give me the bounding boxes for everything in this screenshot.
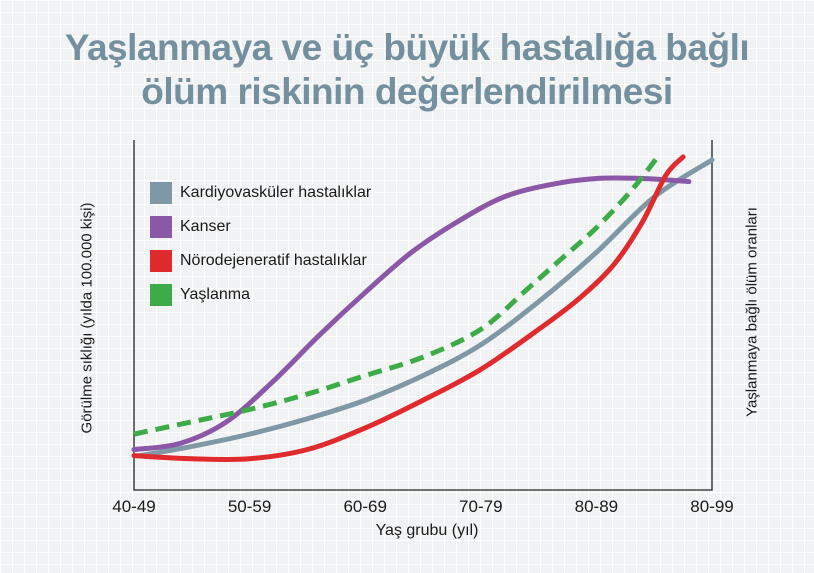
y-axis-label-left: Görülme sıklığı (yılda 100.000 kişi) (78, 202, 96, 434)
x-axis-label: Yaş grubu (yıl) (375, 522, 479, 539)
x-tick-label: 80-89 (574, 497, 619, 516)
legend-swatch (150, 250, 172, 272)
legend-label: Nörodejeneratif hastalıklar (180, 252, 367, 269)
legend-item: Kardiyovasküler hastalıklar (150, 176, 371, 210)
chart-legend: Kardiyovasküler hastalıklar Kanser Nörodej… (150, 176, 371, 312)
x-tick-label: 50-59 (227, 497, 272, 516)
legend-swatch (150, 216, 172, 238)
plot-axes (133, 140, 713, 491)
legend-item: Yaşlanma (150, 278, 371, 312)
series-line-2 (131, 175, 692, 453)
y-axis-label-right: Yaşlanmaya bağlı ölüm oranları (743, 207, 761, 417)
legend-label: Kanser (180, 218, 231, 235)
legend-swatch (150, 182, 172, 204)
legend-swatch (150, 284, 172, 306)
x-tick-label: 60-69 (343, 497, 387, 516)
chart-title-line-1: Yaşlanmaya ve üç büyük hastalığa bağlı (64, 27, 750, 68)
x-tick-label: 70-79 (459, 497, 503, 516)
legend-item: Kanser (150, 210, 371, 244)
x-tick-label: 40-49 (112, 497, 156, 516)
legend-label: Kardiyovasküler hastalıklar (180, 184, 372, 201)
chart-title: Yaşlanmaya ve üç büyük hastalığa bağlı ö… (0, 26, 814, 114)
x-tick-label: 80-99 (690, 497, 734, 516)
series-line-4 (133, 152, 662, 437)
series-line-1 (137, 157, 715, 459)
legend-label: Yaşlanma (180, 286, 250, 303)
chart-title-line-2: ölüm riskinin değerlendirilmesi (141, 71, 673, 112)
series-line-3 (131, 154, 686, 463)
legend-item: Nörodejeneratif hastalıklar (150, 244, 371, 278)
